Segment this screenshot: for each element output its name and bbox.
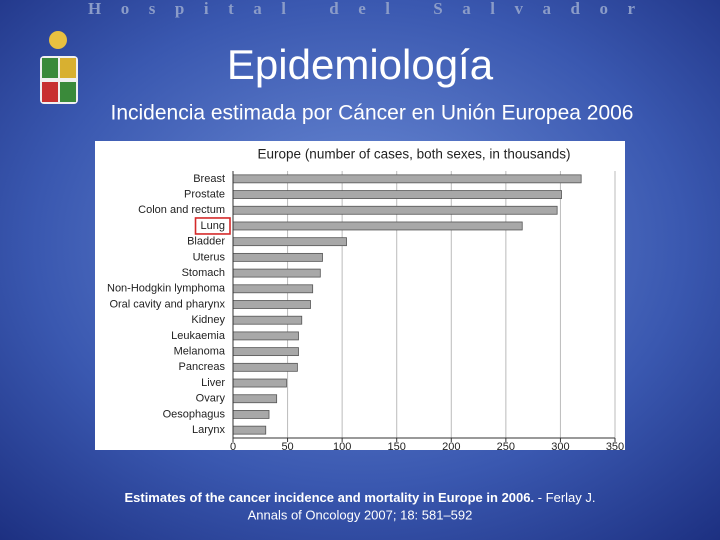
bar [232,347,299,357]
bar [232,190,562,199]
y-tick-label: Ovary [196,393,226,405]
x-tick-label: 150 [388,441,406,453]
x-tick-label: 350 [606,441,624,453]
y-tick-label: Lung [201,220,225,232]
citation-line-1: Estimates of the cancer incidence and mo… [124,490,595,505]
chart-panel [95,141,625,450]
y-tick-label: Oesophagus [163,408,226,420]
x-tick-label: 0 [230,441,236,453]
y-tick-label: Larynx [192,424,226,436]
y-tick-label: Pancreas [179,361,226,373]
plot: 0 50 100 150 200 250 300 350 Breast Prostate Colon… [107,171,624,453]
x-tick-label: 50 [281,441,293,453]
bar [232,252,323,262]
x-tick-label: 300 [551,441,569,453]
subtitle: Incidencia estimada por Cáncer en Unión … [110,102,633,125]
x-tick-label: 200 [442,441,460,453]
bar [232,221,523,231]
bar [232,237,347,247]
bar [232,284,314,294]
bar [232,331,299,341]
bar [232,300,311,309]
y-tick-label: Oral cavity and pharynx [109,298,225,310]
bar [232,394,278,404]
x-tick-label: 250 [497,441,515,453]
y-tick-label: Breast [193,173,225,185]
bar [232,268,321,278]
chart-title: Europe (number of cases, both sexes, in … [258,147,571,162]
y-tick-label: Leukaemia [171,330,226,342]
bar [232,362,298,372]
highlight-box [194,217,231,235]
y-tick-label: Stomach [182,267,225,279]
bar [232,425,267,435]
logo [40,31,78,104]
x-tick-label: 100 [333,441,351,453]
citation-bold: Estimates of the cancer incidence and mo… [124,490,534,505]
bar [232,315,303,325]
bar [232,174,582,184]
y-tick-label: Uterus [193,251,226,263]
y-tick-label: Bladder [187,236,225,248]
y-tick-label: Kidney [191,314,225,326]
bar [232,378,287,388]
title: Epidemiología [227,41,494,88]
y-tick-label: Prostate [184,188,225,200]
y-tick-label: Melanoma [174,346,226,358]
citation-author: - Ferlay J. [534,490,595,505]
bar [232,205,558,215]
y-tick-label: Non-Hodgkin lymphoma [107,283,226,295]
y-tick-label: Colon and rectum [138,204,225,216]
bar [232,410,270,419]
y-tick-label: Liver [201,377,225,389]
citation-journal: Annals of Oncology 2007; 18: 581–592 [248,507,473,522]
